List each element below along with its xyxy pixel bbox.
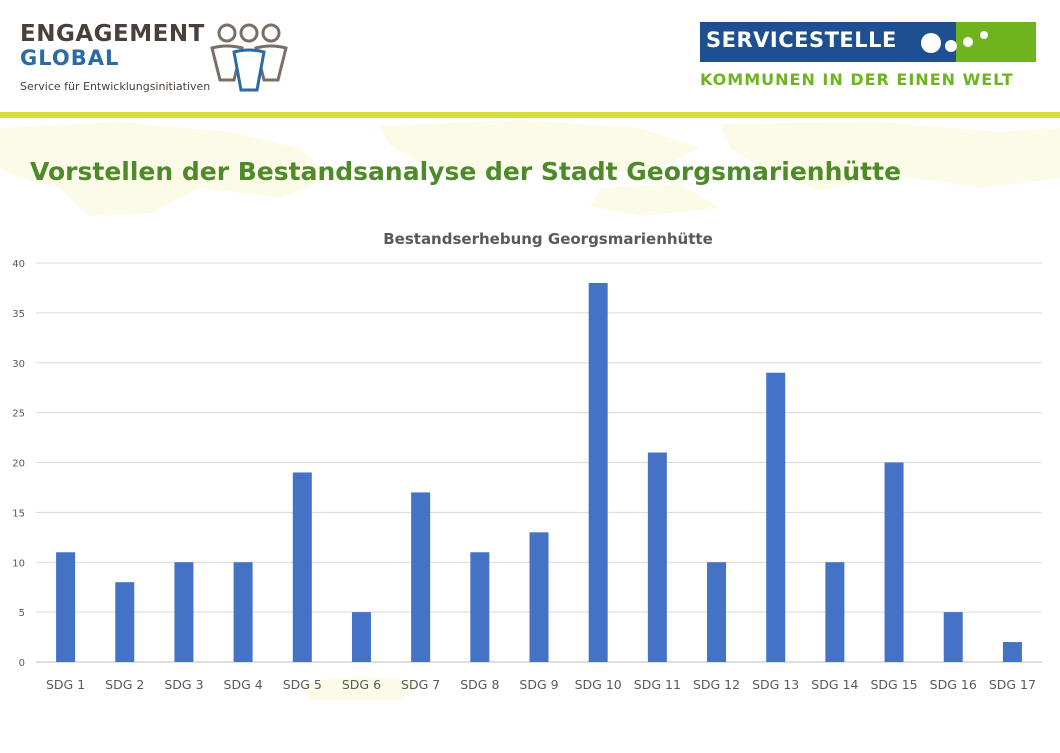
y-tick-label: 20: [12, 459, 25, 470]
x-category-label: SDG 7: [401, 677, 440, 692]
servicestelle-banner: SERVICESTELLE: [700, 22, 1036, 62]
bar-sdg-11: [647, 452, 667, 662]
slide-title: Vorstellen der Bestandsanalyse der Stadt…: [30, 157, 902, 186]
world-map-background: [0, 120, 1060, 216]
servicestelle-blue-panel: [700, 22, 956, 62]
x-category-label: SDG 11: [634, 677, 681, 692]
bar-sdg-7: [411, 492, 431, 662]
bar-sdg-9: [529, 532, 549, 662]
chart-title: Bestandserhebung Georgsmarienhütte: [383, 230, 713, 248]
bar-sdg-5: [292, 472, 312, 662]
bar-sdg-3: [174, 562, 194, 662]
engagement-global-line1: ENGAGEMENT: [20, 21, 205, 47]
bar-chart: Bestandserhebung Georgsmarienhütte 0 5 10 1…: [12, 230, 1042, 700]
bar-sdg-8: [470, 552, 490, 662]
engagement-global-logo: ENGAGEMENT GLOBAL Service für Entwicklun…: [20, 22, 210, 93]
people-group-icon: [210, 23, 288, 92]
bar-sdg-14: [825, 562, 845, 662]
y-tick-label: 15: [12, 508, 25, 519]
x-category-label: SDG 12: [693, 677, 740, 692]
dots-icon: [921, 31, 988, 53]
bar-sdg-1: [56, 552, 76, 662]
bar-sdg-12: [707, 562, 727, 662]
x-category-label: SDG 3: [164, 677, 203, 692]
bar-sdg-10: [588, 282, 608, 662]
x-category-label: SDG 4: [224, 677, 263, 692]
y-tick-label: 40: [12, 259, 25, 270]
engagement-global-line2: GLOBAL: [20, 46, 120, 70]
x-category-label: SDG 6: [342, 677, 381, 692]
y-tick-label: 5: [19, 608, 25, 619]
y-tick-label: 0: [19, 658, 25, 669]
bar-sdg-2: [115, 582, 135, 662]
servicestelle-name: SERVICESTELLE: [706, 28, 897, 52]
x-category-label: SDG 10: [575, 677, 622, 692]
x-category-label: SDG 14: [811, 677, 858, 692]
x-category-label: SDG 1: [46, 677, 85, 692]
bar-sdg-17: [1002, 642, 1022, 662]
x-category-label: SDG 17: [989, 677, 1036, 692]
x-category-label: SDG 2: [105, 677, 144, 692]
x-category-label: SDG 9: [519, 677, 558, 692]
y-tick-label: 35: [12, 309, 25, 320]
x-category-label: SDG 8: [460, 677, 499, 692]
bar-sdg-16: [943, 612, 963, 662]
y-tick-label: 30: [12, 359, 25, 370]
x-category-label: SDG 16: [930, 677, 977, 692]
bar-sdg-6: [351, 612, 371, 662]
map-fragment: [300, 676, 420, 700]
bar-sdg-15: [884, 462, 904, 662]
y-tick-label: 25: [12, 409, 25, 420]
x-category-label: SDG 13: [752, 677, 799, 692]
x-category-label: SDG 15: [870, 677, 917, 692]
bar-sdg-13: [766, 372, 786, 662]
x-category-label: SDG 5: [283, 677, 322, 692]
servicestelle-subtitle: KOMMUNEN IN DER EINEN WELT: [700, 70, 1014, 89]
y-tick-label: 10: [12, 558, 25, 569]
accent-stripe: [0, 112, 1060, 118]
servicestelle-logo: SERVICESTELLE KOMMUNEN IN DER EINEN WELT: [700, 22, 1036, 89]
engagement-global-tagline: Service für Entwicklungsinitiativen: [20, 80, 211, 93]
slide-header: ENGAGEMENT GLOBAL Service für Entwicklun…: [0, 0, 1060, 112]
bar-sdg-4: [233, 562, 253, 662]
